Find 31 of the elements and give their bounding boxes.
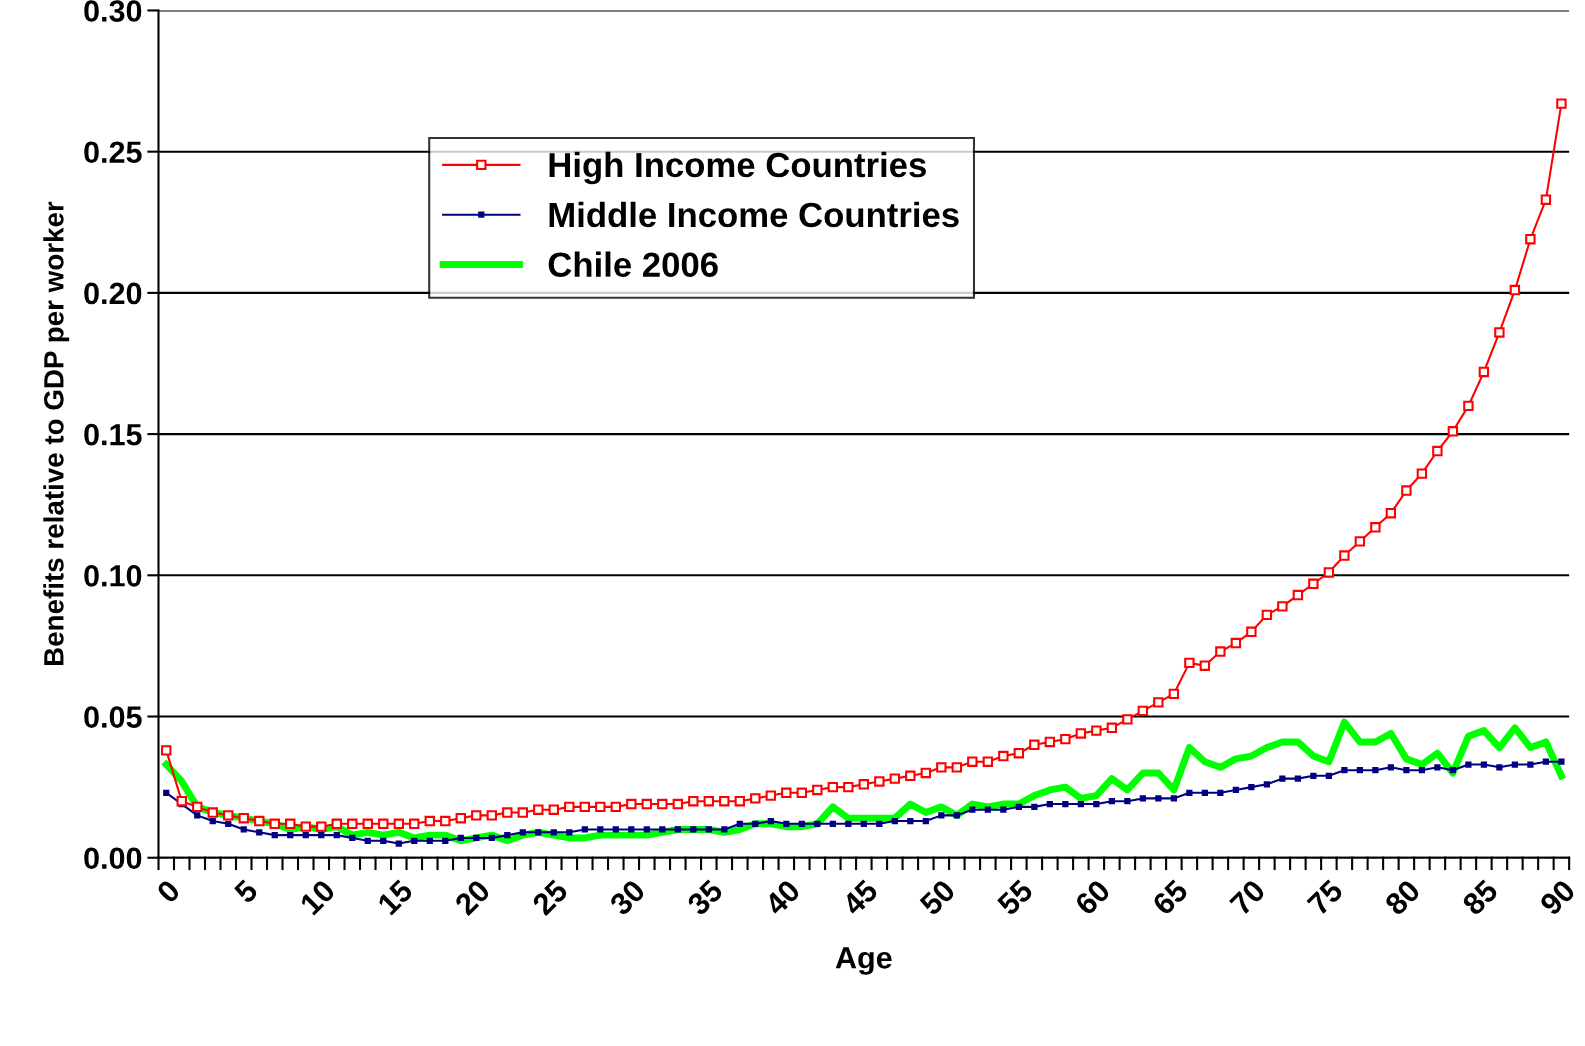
- x-tick-label: 35: [685, 878, 725, 917]
- x-tick-label: 5: [233, 878, 260, 905]
- y-tick-label: 0.15: [84, 423, 142, 446]
- x-tick-label: 30: [608, 878, 647, 917]
- x-tick-label: 50: [918, 878, 957, 917]
- y-tick-label: 0.25: [84, 141, 142, 164]
- x-tick-label: 15: [376, 878, 415, 916]
- x-tick-label: 85: [1461, 878, 1500, 917]
- legend-label: Chile 2006: [548, 251, 718, 277]
- x-tick-label: 45: [840, 878, 880, 917]
- y-tick-label: 0.20: [84, 282, 142, 305]
- x-tick-label: 55: [996, 878, 1035, 917]
- legend-label: Middle Income Countries: [549, 201, 959, 228]
- x-tick-label: 70: [1228, 878, 1267, 917]
- x-tick-label: 25: [531, 878, 570, 917]
- x-tick-label: 0: [155, 878, 182, 905]
- x-tick-label: 90: [1538, 878, 1577, 917]
- y-tick-label: 0.10: [84, 565, 142, 587]
- y-tick-label: 0.30: [84, 0, 142, 22]
- x-tick-label: 20: [453, 878, 492, 917]
- y-tick-label: 0.05: [84, 706, 142, 728]
- y-tick-label: 0.00: [84, 847, 142, 870]
- x-tick-label: 65: [1151, 878, 1190, 917]
- x-tick-label: 75: [1306, 878, 1345, 917]
- x-tick-label: 10: [299, 878, 337, 916]
- y-axis-title: Benefits relative to GDP per worker: [43, 201, 70, 666]
- x-axis-title: Age: [835, 947, 892, 975]
- x-tick-label: 80: [1383, 878, 1422, 917]
- x-tick-label: 60: [1073, 878, 1112, 917]
- x-tick-label: 40: [763, 878, 802, 917]
- legend-label: High Income Countries: [549, 151, 926, 185]
